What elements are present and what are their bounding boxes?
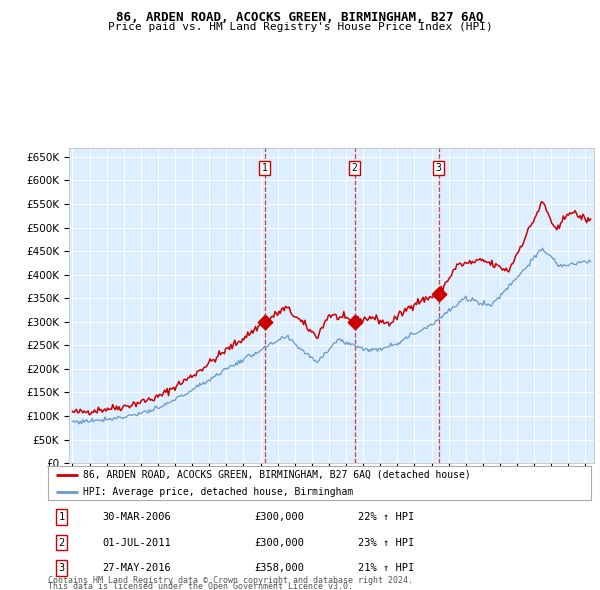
- Text: 22% ↑ HPI: 22% ↑ HPI: [358, 512, 414, 522]
- Text: 86, ARDEN ROAD, ACOCKS GREEN, BIRMINGHAM, B27 6AQ: 86, ARDEN ROAD, ACOCKS GREEN, BIRMINGHAM…: [116, 11, 484, 24]
- Text: 1: 1: [262, 163, 268, 173]
- Text: £358,000: £358,000: [254, 563, 304, 573]
- Point: [260, 317, 269, 326]
- Text: Contains HM Land Registry data © Crown copyright and database right 2024.: Contains HM Land Registry data © Crown c…: [48, 576, 413, 585]
- Text: HPI: Average price, detached house, Birmingham: HPI: Average price, detached house, Birm…: [83, 487, 353, 497]
- Text: 3: 3: [436, 163, 442, 173]
- Point: [434, 290, 443, 299]
- Text: 27-MAY-2016: 27-MAY-2016: [103, 563, 171, 573]
- Text: 30-MAR-2006: 30-MAR-2006: [103, 512, 171, 522]
- Text: 86, ARDEN ROAD, ACOCKS GREEN, BIRMINGHAM, B27 6AQ (detached house): 86, ARDEN ROAD, ACOCKS GREEN, BIRMINGHAM…: [83, 470, 471, 480]
- Text: 01-JUL-2011: 01-JUL-2011: [103, 537, 171, 548]
- Text: £300,000: £300,000: [254, 537, 304, 548]
- Text: 2: 2: [352, 163, 358, 173]
- Text: 3: 3: [58, 563, 65, 573]
- Text: £300,000: £300,000: [254, 512, 304, 522]
- Text: 23% ↑ HPI: 23% ↑ HPI: [358, 537, 414, 548]
- Text: 1: 1: [58, 512, 65, 522]
- Text: 21% ↑ HPI: 21% ↑ HPI: [358, 563, 414, 573]
- Text: Price paid vs. HM Land Registry's House Price Index (HPI): Price paid vs. HM Land Registry's House …: [107, 22, 493, 32]
- Text: This data is licensed under the Open Government Licence v3.0.: This data is licensed under the Open Gov…: [48, 582, 353, 590]
- Text: 2: 2: [58, 537, 65, 548]
- Point: [350, 317, 359, 326]
